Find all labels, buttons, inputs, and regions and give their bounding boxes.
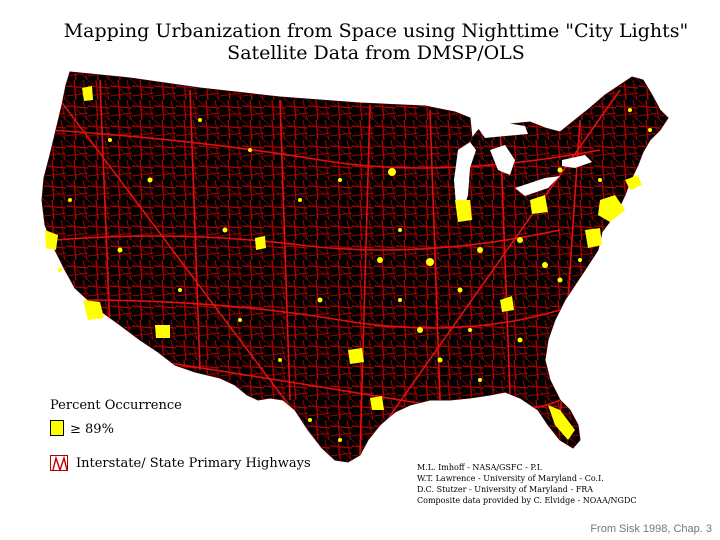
city-light-phoenix: [155, 325, 170, 338]
credits-block: M.L. Imhoff - NASA/GSFC - P.I. W.T. Lawr…: [417, 462, 636, 506]
great-lakes: [454, 122, 592, 215]
city-light-los-angeles: [83, 300, 104, 320]
legend-label-city-lights: ≥ 89%: [70, 422, 114, 437]
credit-line: D.C. Stutzer - University of Maryland - …: [417, 485, 594, 494]
legend-label-highways: Interstate/ State Primary Highways: [76, 456, 311, 471]
map-title-line-1: Mapping Urbanization from Space using Ni…: [63, 20, 689, 42]
city-light-san-francisco: [45, 230, 58, 250]
credit-line: Composite data provided by C. Elvidge - …: [417, 496, 637, 505]
city-light-new-york: [598, 195, 625, 222]
credit-line: W.T. Lawrence - University of Maryland -…: [417, 474, 604, 483]
city-light-houston: [370, 396, 384, 410]
city-light-atlanta: [500, 296, 514, 312]
city-light-chicago: [455, 200, 472, 222]
map-title-line-2: Satellite Data from DMSP/OLS: [227, 42, 525, 64]
city-light-florida: [548, 405, 575, 440]
legend-heading: Percent Occurrence: [50, 398, 182, 413]
city-light-denver: [255, 236, 266, 250]
city-light-boston: [625, 175, 642, 190]
city-light-washington: [585, 228, 602, 248]
credit-line: M.L. Imhoff - NASA/GSFC - P.I.: [417, 463, 543, 472]
legend-swatch-highways: [50, 455, 68, 471]
city-light-dallas: [348, 348, 364, 364]
city-lights: [45, 86, 652, 442]
source-note: From Sisk 1998, Chap. 3: [590, 523, 712, 535]
city-light-seattle: [82, 86, 93, 101]
legend-swatch-city-lights: [50, 420, 64, 436]
city-light-detroit: [530, 195, 548, 214]
